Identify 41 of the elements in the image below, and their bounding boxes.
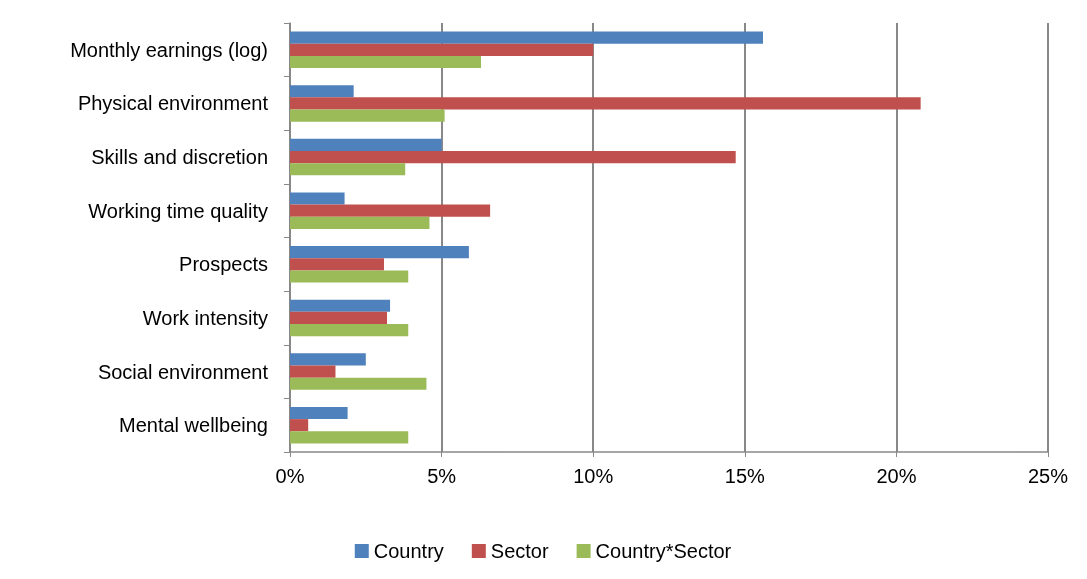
bar [290, 299, 391, 312]
y-tick-label: Prospects [179, 253, 268, 276]
bar [290, 204, 491, 217]
bar [290, 258, 384, 271]
bar [290, 246, 469, 259]
bar [290, 109, 445, 122]
y-tick-label: Monthly earnings (log) [70, 38, 268, 61]
y-tick-label: Skills and discretion [91, 146, 268, 169]
bar [290, 419, 309, 432]
bar [290, 324, 409, 337]
x-tick-label: 10% [573, 465, 614, 487]
bar [290, 163, 406, 176]
bar [290, 192, 345, 205]
legend-label: Sector [490, 540, 549, 562]
y-tick-label: Mental wellbeing [119, 414, 268, 437]
bar [290, 365, 336, 378]
y-tick-label: Physical environment [77, 92, 269, 115]
bar [290, 43, 594, 56]
x-tick-label: 15% [724, 465, 766, 487]
y-tick-label: Working time quality [88, 199, 268, 222]
bar [290, 85, 354, 98]
bar [290, 150, 736, 164]
legend-label: Country [373, 540, 444, 562]
bar [290, 31, 763, 44]
bar [290, 55, 482, 69]
legend-label: Country*Sector [595, 540, 732, 562]
bar [290, 97, 921, 110]
bar [290, 138, 442, 151]
x-tick-label: 25% [1027, 465, 1069, 487]
bar [290, 431, 409, 444]
bar [290, 377, 427, 390]
x-tick-label: 5% [427, 465, 457, 487]
bar [290, 353, 366, 366]
x-tick-label: 20% [876, 465, 917, 487]
x-tick-label: 0% [275, 465, 305, 487]
bar [290, 216, 430, 229]
y-tick-label: Social environment [97, 360, 269, 383]
bar [290, 311, 388, 325]
y-tick-label: Work intensity [142, 306, 268, 329]
bar [290, 270, 409, 283]
bar [290, 406, 348, 420]
